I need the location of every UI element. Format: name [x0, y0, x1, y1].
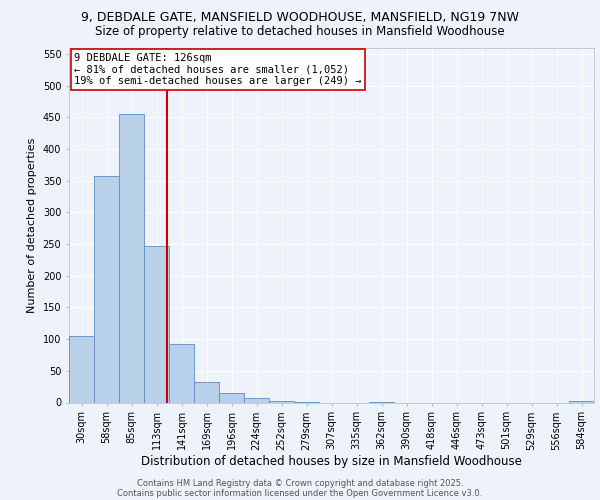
Text: 9, DEBDALE GATE, MANSFIELD WOODHOUSE, MANSFIELD, NG19 7NW: 9, DEBDALE GATE, MANSFIELD WOODHOUSE, MA… [81, 12, 519, 24]
Bar [169, 344, 194, 403]
Text: 9 DEBDALE GATE: 126sqm
← 81% of detached houses are smaller (1,052)
19% of semi-: 9 DEBDALE GATE: 126sqm ← 81% of detached… [74, 53, 362, 86]
Bar [94, 176, 119, 402]
Y-axis label: Number of detached properties: Number of detached properties [27, 138, 37, 312]
Bar [69, 336, 94, 402]
Bar [219, 393, 244, 402]
Bar [269, 400, 294, 402]
Bar [244, 398, 269, 402]
X-axis label: Distribution of detached houses by size in Mansfield Woodhouse: Distribution of detached houses by size … [141, 455, 522, 468]
Bar [194, 382, 219, 402]
Text: Size of property relative to detached houses in Mansfield Woodhouse: Size of property relative to detached ho… [95, 25, 505, 38]
Text: Contains HM Land Registry data © Crown copyright and database right 2025.: Contains HM Land Registry data © Crown c… [137, 478, 463, 488]
Bar [144, 246, 169, 402]
Text: Contains public sector information licensed under the Open Government Licence v3: Contains public sector information licen… [118, 488, 482, 498]
Bar [569, 400, 594, 402]
Bar [119, 114, 144, 403]
